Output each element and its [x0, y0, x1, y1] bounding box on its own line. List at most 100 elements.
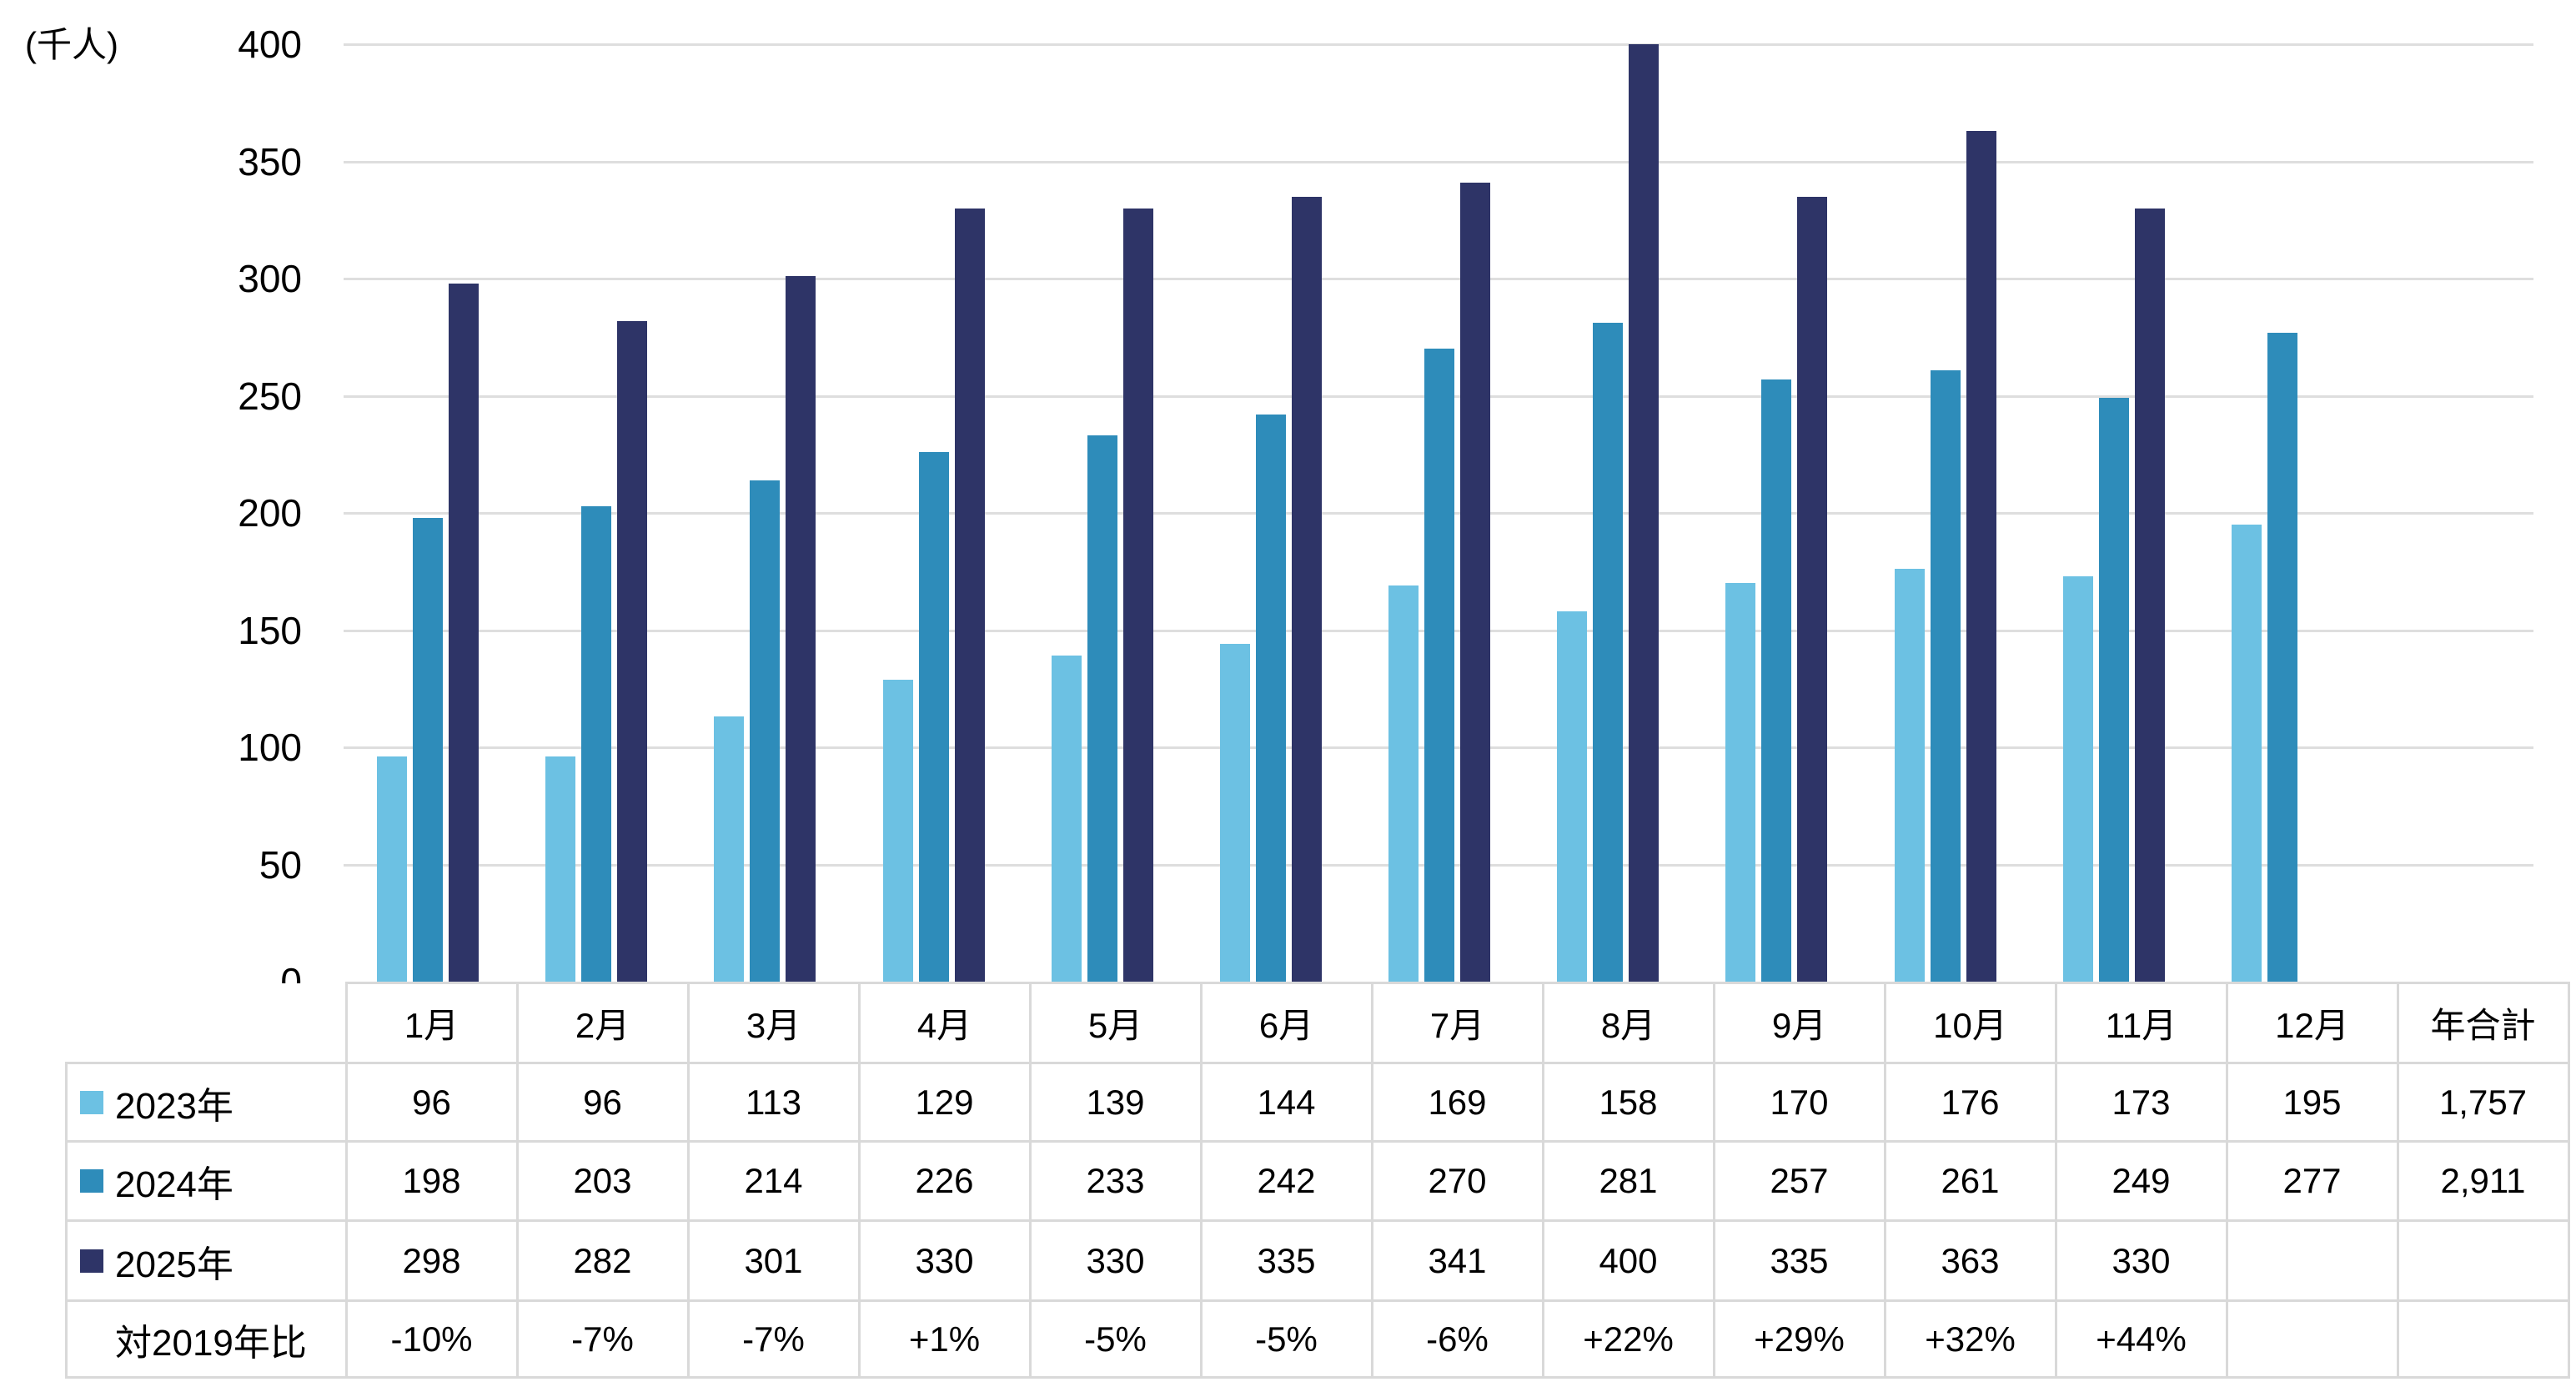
bar-group-5月: [1018, 44, 1187, 982]
bar-group-6月: [1187, 44, 1355, 982]
month-header-cell: 6月: [1199, 982, 1373, 1064]
value-cell: -7%: [686, 1299, 861, 1379]
bar-2024年-5月: [1087, 435, 1117, 982]
legend-swatch: [80, 1169, 103, 1193]
value-cell: 233: [1028, 1140, 1203, 1222]
bar-group-3月: [680, 44, 849, 982]
month-header-cell: 4月: [857, 982, 1032, 1064]
value-cell: +29%: [1712, 1299, 1886, 1379]
bar-2025年-6月: [1291, 196, 1322, 982]
month-header-cell: 8月: [1541, 982, 1715, 1064]
plot-area: [344, 43, 2533, 982]
value-cell: 298: [344, 1219, 519, 1302]
value-cell: [2225, 1219, 2399, 1302]
value-cell: 249: [2054, 1140, 2228, 1222]
bar-2025年-8月: [1629, 44, 1660, 982]
bar-2024年-10月: [1930, 369, 1961, 982]
month-header-cell: 7月: [1370, 982, 1544, 1064]
value-cell: 176: [1883, 1062, 2057, 1143]
value-cell: 96: [344, 1062, 519, 1143]
value-cell: +1%: [857, 1299, 1032, 1379]
month-header-cell: 年合計: [2396, 982, 2570, 1064]
gridline: [344, 43, 2533, 46]
value-cell: 335: [1712, 1219, 1886, 1302]
value-cell: 173: [2054, 1062, 2228, 1143]
bar-2023年-7月: [1388, 585, 1419, 982]
value-cell: 144: [1199, 1062, 1373, 1143]
value-cell: 169: [1370, 1062, 1544, 1143]
table-row-2023年: 2023年 96 96 113 129 139 144 169 158 170 176 173 195 1…: [65, 1062, 2570, 1143]
value-cell: +32%: [1883, 1299, 2057, 1379]
table-row-対2019年比: 対2019年比 -10% -7% -7% +1% -5% -5% -6% +22% +29% +32…: [65, 1299, 2570, 1379]
bar-2023年-8月: [1557, 611, 1588, 982]
bar-2025年-9月: [1797, 196, 1828, 982]
table-row-2024年: 2024年 198 203 214 226 233 242 270 281 257 261 249 27…: [65, 1140, 2570, 1222]
y-axis-tick-label: 200: [238, 491, 302, 535]
value-cell: +22%: [1541, 1299, 1715, 1379]
value-cell: 282: [515, 1219, 690, 1302]
value-cell: [2396, 1219, 2570, 1302]
bar-group-10月: [1861, 44, 2030, 982]
month-header-cell: 11月: [2054, 982, 2228, 1064]
month-header-cell: 10月: [1883, 982, 2057, 1064]
value-cell: 214: [686, 1140, 861, 1222]
value-cell: 363: [1883, 1219, 2057, 1302]
bar-group-12月: [2198, 44, 2367, 982]
bar-2023年-6月: [1219, 644, 1250, 982]
value-cell: 281: [1541, 1140, 1715, 1222]
bar-2025年-1月: [449, 283, 480, 982]
value-cell: 330: [1028, 1219, 1203, 1302]
value-cell: 341: [1370, 1219, 1544, 1302]
value-cell: -6%: [1370, 1299, 1544, 1379]
bar-group-8月: [1524, 44, 1692, 982]
value-cell: 158: [1541, 1062, 1715, 1143]
bar-2024年-1月: [413, 517, 444, 982]
value-cell: 198: [344, 1140, 519, 1222]
y-axis-tick-label: 50: [259, 842, 302, 887]
value-cell: [2225, 1299, 2399, 1379]
y-axis-tick-label: 300: [238, 257, 302, 300]
bar-2024年-4月: [918, 451, 949, 982]
bar-2024年-11月: [2098, 398, 2129, 982]
bars-area: [344, 44, 2367, 982]
bar-2025年-10月: [1966, 130, 1996, 982]
month-header-cell: 12月: [2225, 982, 2399, 1064]
y-axis-tick-label: 100: [238, 726, 302, 769]
row-label: 対2019年比: [65, 1299, 348, 1379]
y-axis-unit-label: (千人): [25, 25, 118, 64]
month-header-cell: 2月: [515, 982, 690, 1064]
bar-2023年-12月: [2231, 525, 2262, 982]
y-axis-tick-label: 350: [238, 139, 302, 183]
value-cell: 170: [1712, 1062, 1886, 1143]
value-cell: 301: [686, 1219, 861, 1302]
bar-2025年-11月: [2134, 208, 2165, 982]
bar-group-1月: [344, 44, 512, 982]
value-cell: 1,757: [2396, 1062, 2570, 1143]
bar-2023年-5月: [1051, 656, 1082, 982]
legend-swatch: [80, 1090, 103, 1114]
value-cell: 195: [2225, 1062, 2399, 1143]
value-cell: 242: [1199, 1140, 1373, 1222]
value-cell: +44%: [2054, 1299, 2228, 1379]
month-header-cell: 3月: [686, 982, 861, 1064]
table-corner-cell: [66, 982, 346, 1063]
y-axis-tick-label: 250: [238, 374, 302, 418]
bar-2024年-8月: [1593, 323, 1624, 982]
month-header-cell: 9月: [1712, 982, 1886, 1064]
bar-2023年-2月: [545, 756, 576, 982]
bar-2025年-7月: [1460, 182, 1491, 982]
bar-group-2月: [512, 44, 680, 982]
bar-2023年-9月: [1725, 583, 1756, 982]
value-cell: 226: [857, 1140, 1032, 1222]
value-cell: -10%: [344, 1299, 519, 1379]
value-cell: -5%: [1028, 1299, 1203, 1379]
bar-group-7月: [1355, 44, 1524, 982]
month-header-cell: 5月: [1028, 982, 1203, 1064]
value-cell: 2,911: [2396, 1140, 2570, 1222]
value-cell: 277: [2225, 1140, 2399, 1222]
value-cell: [2396, 1299, 2570, 1379]
gridline: [344, 278, 2533, 280]
legend-swatch: [80, 1249, 103, 1273]
bar-group-4月: [850, 44, 1018, 982]
